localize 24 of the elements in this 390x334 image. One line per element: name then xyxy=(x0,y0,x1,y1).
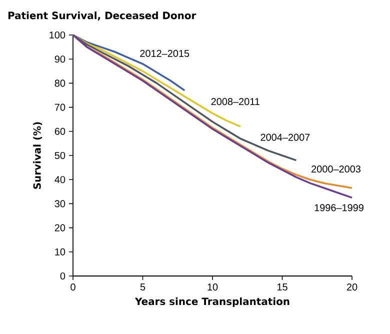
series-label: 2008–2011 xyxy=(211,98,260,106)
x-tick-label: 0 xyxy=(70,284,76,291)
x-tick-label: 15 xyxy=(277,284,288,290)
y-tick-label: 20 xyxy=(54,224,66,232)
series-label: 2004–2007 xyxy=(260,134,310,141)
x-tick-label: 10 xyxy=(208,284,218,291)
y-tick-label: 80 xyxy=(54,80,66,87)
y-tick-label: 50 xyxy=(54,152,66,160)
y-tick-label: 10 xyxy=(55,248,66,256)
y-tick-label: 90 xyxy=(54,56,66,63)
y-tick-label: 70 xyxy=(54,104,66,111)
y-axis-title: Survival (%) xyxy=(33,122,42,189)
series-label: 2012–2015 xyxy=(140,50,190,57)
x-tick-label: 20 xyxy=(346,284,358,291)
y-tick-label: 40 xyxy=(54,176,66,184)
x-tick-label: 5 xyxy=(140,284,146,290)
y-tick-label: 0 xyxy=(60,272,66,280)
y-tick-label: 100 xyxy=(50,31,66,39)
chart-title: Patient Survival, Deceased Donor xyxy=(8,11,196,20)
y-tick-label: 30 xyxy=(54,200,66,208)
y-tick-label: 60 xyxy=(54,128,66,135)
series-label: 2000–2003 xyxy=(312,166,360,173)
x-axis-title: Years since Transplantation xyxy=(134,297,290,308)
series-label: 1996–1999 xyxy=(314,204,364,212)
